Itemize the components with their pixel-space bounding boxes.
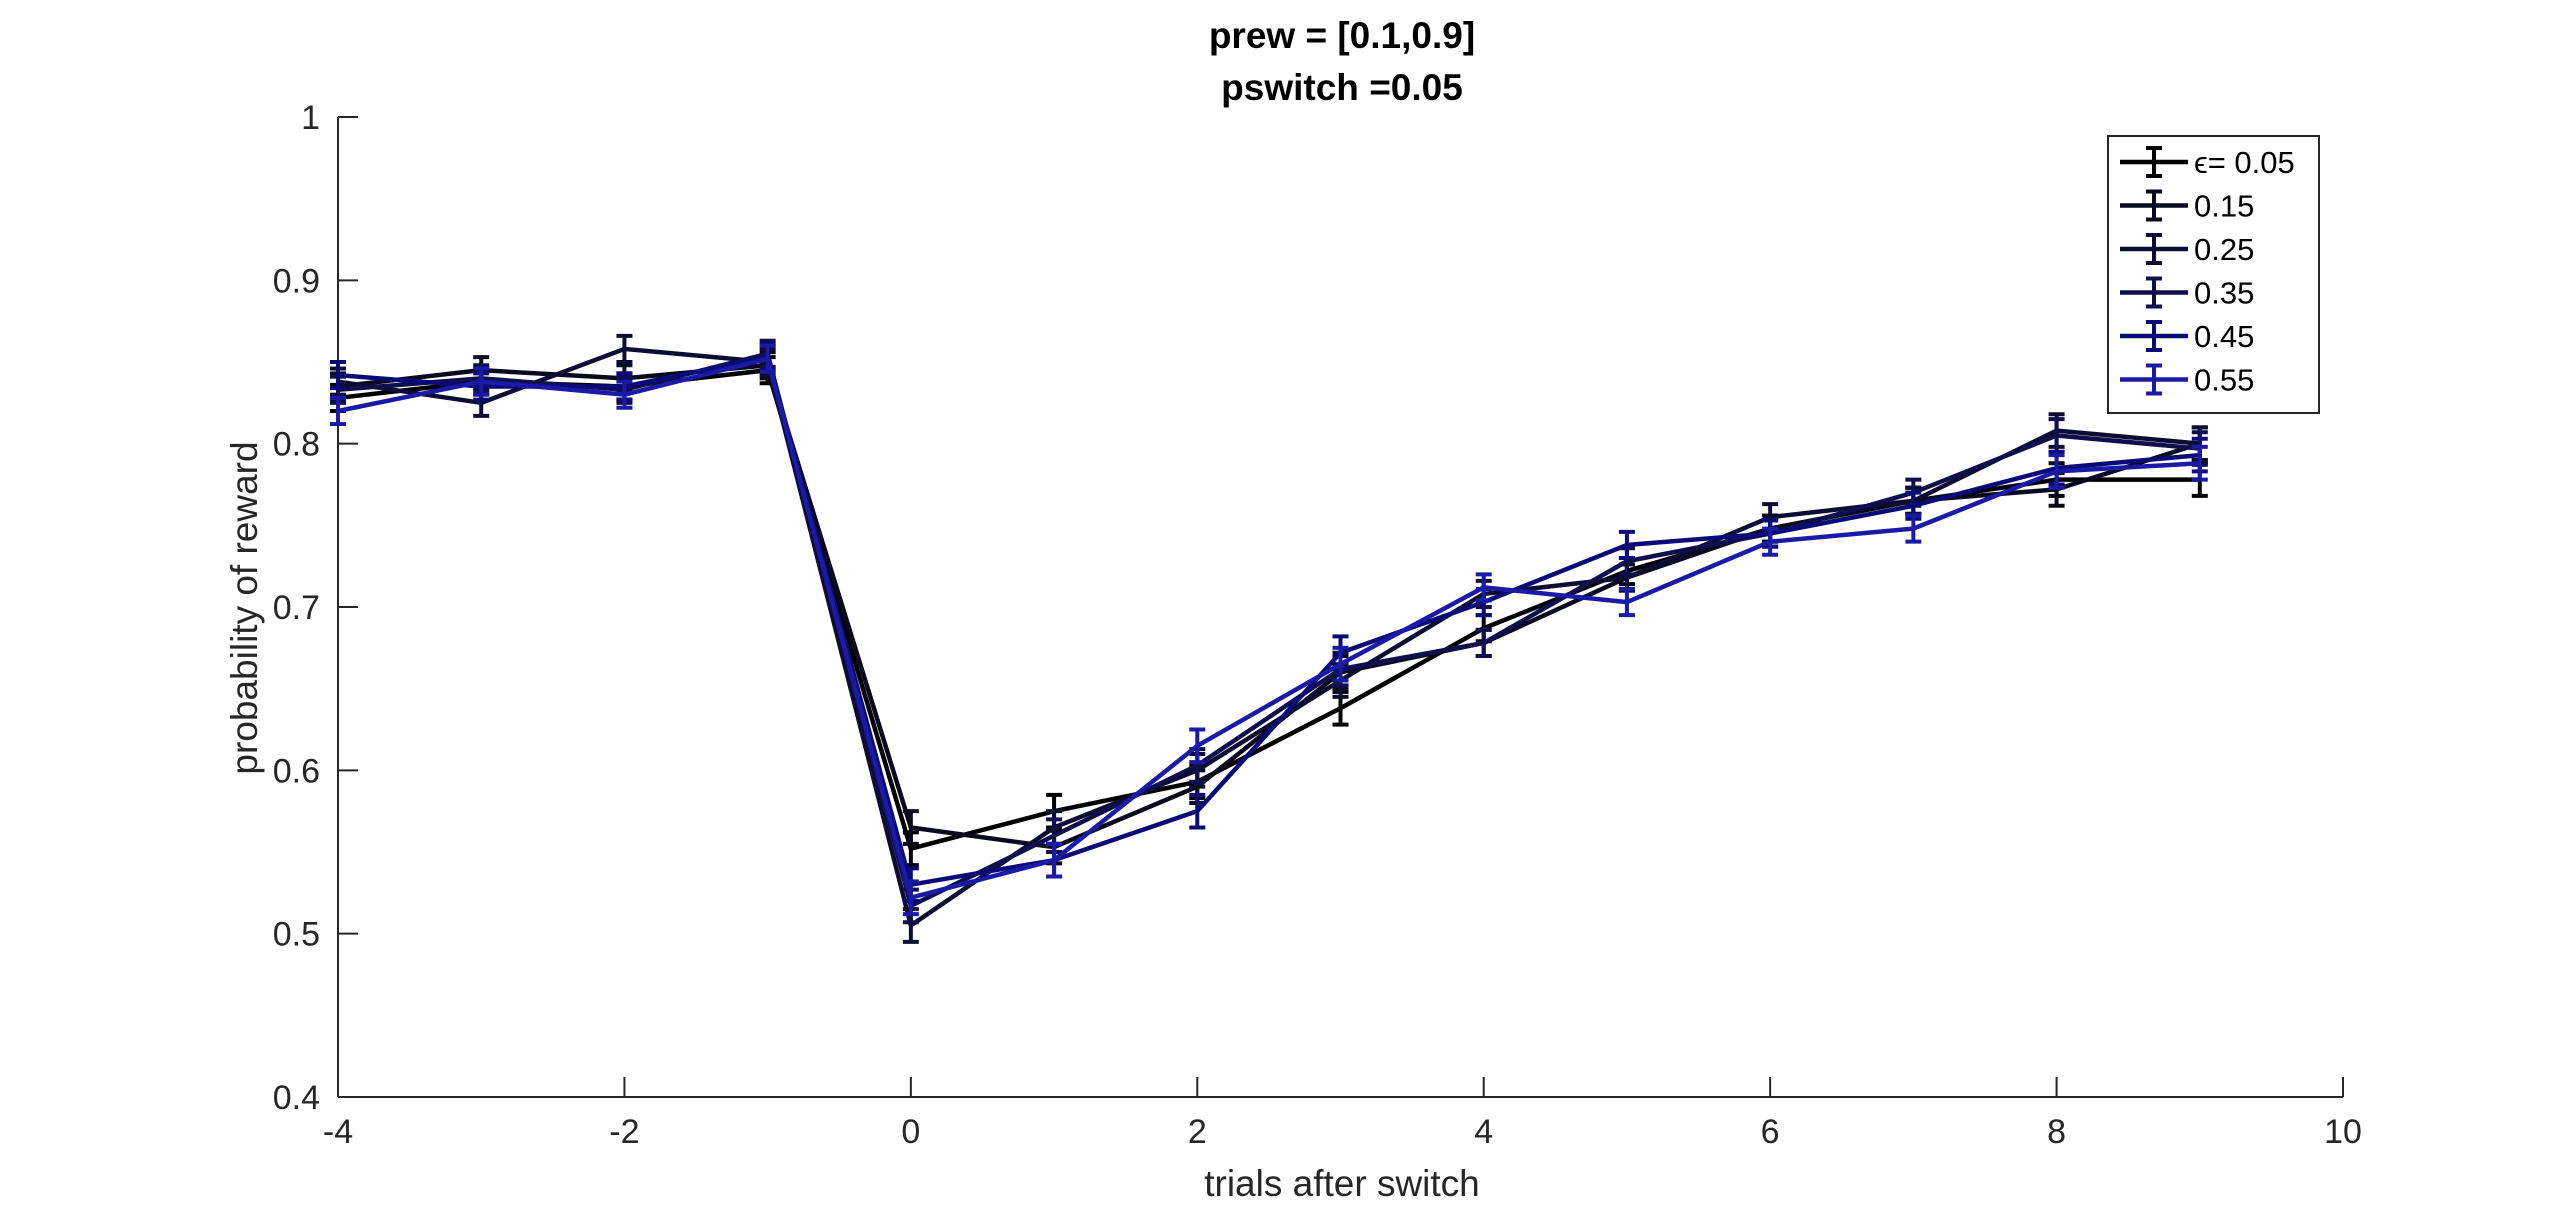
error-bar [330, 360, 346, 391]
error-bar [902, 809, 919, 846]
x-tick-label: -4 [323, 1113, 353, 1151]
y-tick-label: 1 [301, 99, 320, 137]
legend-item: 0.15 [2120, 189, 2254, 224]
y-tick-label: 0.8 [273, 426, 320, 464]
series-line [337, 351, 2200, 909]
series-lines [330, 333, 2208, 944]
error-bar [473, 366, 490, 397]
series-2 [330, 333, 2208, 944]
series-4 [330, 342, 2208, 903]
legend: ϵ= 0.05 0.15 0.25 0.35 0.45 0.55 [2107, 135, 2320, 414]
series-line [337, 367, 2200, 851]
error-bar [1618, 529, 1635, 560]
x-tick-label: 4 [1474, 1113, 1493, 1151]
error-bar [1905, 513, 1922, 544]
series-0 [330, 355, 2208, 868]
legend-label: 0.15 [2194, 189, 2254, 224]
y-tick-label: 0.7 [273, 589, 320, 627]
legend-item: 0.55 [2120, 363, 2254, 398]
x-axis-label: trials after switch [1204, 1163, 1480, 1204]
y-tick-label: 0.9 [273, 262, 320, 300]
legend-label: 0.55 [2194, 363, 2254, 398]
legend-label: 0.25 [2194, 232, 2254, 267]
error-bar [616, 333, 633, 364]
y-axis-label: probability of reward [224, 441, 265, 774]
legend-item: 0.35 [2120, 276, 2254, 311]
x-tick-label: 2 [1188, 1113, 1207, 1151]
series-line [337, 354, 2200, 887]
legend-label: 0.45 [2194, 319, 2254, 354]
x-tick-label: 6 [1761, 1113, 1780, 1151]
series-line [337, 346, 2200, 928]
error-bar [330, 395, 346, 427]
x-tick-label: 10 [2324, 1113, 2362, 1151]
error-bar [1762, 526, 1779, 557]
error-bar [1189, 792, 1206, 830]
series-1 [330, 350, 2208, 866]
error-bar [1332, 645, 1349, 683]
series-line [337, 363, 2201, 850]
error-bar [1618, 587, 1635, 618]
error-bar [2048, 453, 2065, 490]
error-bar [902, 879, 919, 917]
x-tick-label: 8 [2047, 1113, 2066, 1151]
legend-item: ϵ= 0.05 [2120, 145, 2295, 180]
error-bar [2191, 444, 2208, 482]
x-tick-label: -2 [609, 1113, 639, 1151]
chart-title-line-2: pswitch =0.05 [1221, 67, 1463, 108]
y-tick-label: 0.4 [273, 1079, 320, 1117]
legend-item: 0.25 [2120, 232, 2254, 267]
chart-title: prew = [0.1,0.9] pswitch =0.05 [1209, 15, 1475, 108]
series-line [337, 356, 2200, 900]
series-5 [330, 343, 2208, 917]
y-tick-label: 0.6 [273, 752, 320, 790]
error-bar [759, 343, 776, 374]
chart-title-line-1: prew = [0.1,0.9] [1209, 15, 1475, 56]
error-bar [616, 379, 633, 410]
legend-label: 0.35 [2194, 276, 2254, 311]
axes: -4 -2 0 2 4 6 8 10 0.4 0.5 0.6 0.7 0.8 0.9 1 [273, 99, 2362, 1151]
error-bar [1046, 841, 1063, 879]
legend-item: 0.45 [2120, 319, 2254, 354]
error-bar [1189, 727, 1206, 765]
error-bar [1475, 627, 1492, 658]
error-bar [1475, 572, 1492, 603]
legend-label: ϵ= 0.05 [2194, 145, 2295, 180]
legend-box [2107, 135, 2320, 414]
series-3 [330, 338, 2208, 925]
x-tick-label: 0 [901, 1113, 920, 1151]
y-tick-label: 0.5 [273, 916, 320, 954]
